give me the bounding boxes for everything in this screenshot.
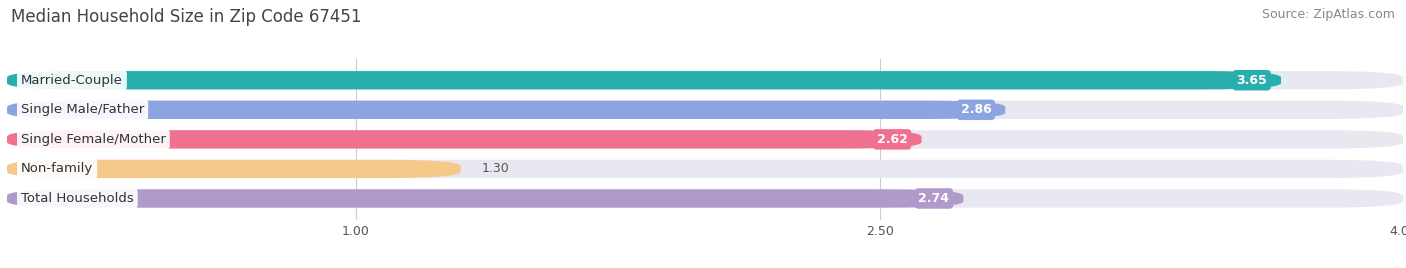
Text: Total Households: Total Households <box>21 192 134 205</box>
FancyBboxPatch shape <box>7 71 1281 90</box>
Text: 1.30: 1.30 <box>482 162 509 176</box>
FancyBboxPatch shape <box>7 189 1403 208</box>
FancyBboxPatch shape <box>7 160 461 178</box>
FancyBboxPatch shape <box>7 101 1005 119</box>
Text: 2.74: 2.74 <box>918 192 949 205</box>
FancyBboxPatch shape <box>7 189 963 208</box>
Text: 2.86: 2.86 <box>960 103 991 116</box>
FancyBboxPatch shape <box>7 101 1403 119</box>
Text: Median Household Size in Zip Code 67451: Median Household Size in Zip Code 67451 <box>11 8 361 26</box>
FancyBboxPatch shape <box>7 130 1403 148</box>
Text: 2.62: 2.62 <box>877 133 907 146</box>
FancyBboxPatch shape <box>7 71 1403 90</box>
FancyBboxPatch shape <box>7 130 921 148</box>
Text: Non-family: Non-family <box>21 162 93 176</box>
Text: Single Female/Mother: Single Female/Mother <box>21 133 166 146</box>
FancyBboxPatch shape <box>7 160 1403 178</box>
Text: Married-Couple: Married-Couple <box>21 74 122 87</box>
Text: 3.65: 3.65 <box>1236 74 1267 87</box>
Text: Source: ZipAtlas.com: Source: ZipAtlas.com <box>1261 8 1395 21</box>
Text: Single Male/Father: Single Male/Father <box>21 103 145 116</box>
